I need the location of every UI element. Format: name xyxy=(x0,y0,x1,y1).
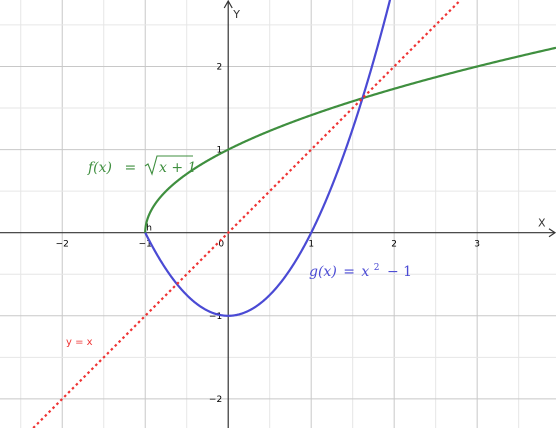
y-axis-label: Y xyxy=(232,8,240,21)
y-tick-label: −1 xyxy=(209,312,222,322)
g-label-rest: − 1 xyxy=(387,264,412,280)
x-tick-label: −1 xyxy=(139,240,152,250)
g-label: g(x) = x 2 − 1 xyxy=(309,258,412,280)
x-axis-label: X xyxy=(538,217,546,230)
point-label: h xyxy=(146,224,152,234)
identity-line-label: y = x xyxy=(66,337,93,348)
curve-f xyxy=(144,46,556,233)
curve-identity xyxy=(32,0,462,428)
g-label-lhs: g(x) xyxy=(309,264,337,280)
curve-g xyxy=(144,0,392,317)
curves xyxy=(32,0,556,428)
g-label-exp: 2 xyxy=(374,263,380,273)
x-tick-label: −2 xyxy=(56,240,69,250)
x-tick-label: 2 xyxy=(391,240,397,250)
f-label: f(x) = xyxy=(87,160,136,176)
y-tick-label: 1 xyxy=(216,146,222,156)
g-label-base: x xyxy=(361,264,369,280)
f-label-lhs: f(x) xyxy=(87,160,112,176)
g-label-eq: = xyxy=(343,264,355,280)
tick-labels: −2 −1 0 1 2 3 −2 −1 1 2 h xyxy=(56,62,480,404)
f-label-radical: x + 1 xyxy=(144,155,196,176)
x-axis-arrow xyxy=(548,228,556,238)
y-axis-arrow xyxy=(223,0,233,9)
y-tick-label: 2 xyxy=(216,62,222,72)
curve-labels: f(x) = x + 1 g(x) = x 2 − 1 y = x xyxy=(66,155,412,348)
f-label-radicand: x + 1 xyxy=(159,160,196,176)
x-tick-label: 0 xyxy=(218,240,224,250)
x-tick-label: 3 xyxy=(474,240,480,250)
f-label-eq: = xyxy=(124,160,136,176)
y-tick-label: −2 xyxy=(209,395,222,405)
x-tick-label: 1 xyxy=(308,240,314,250)
